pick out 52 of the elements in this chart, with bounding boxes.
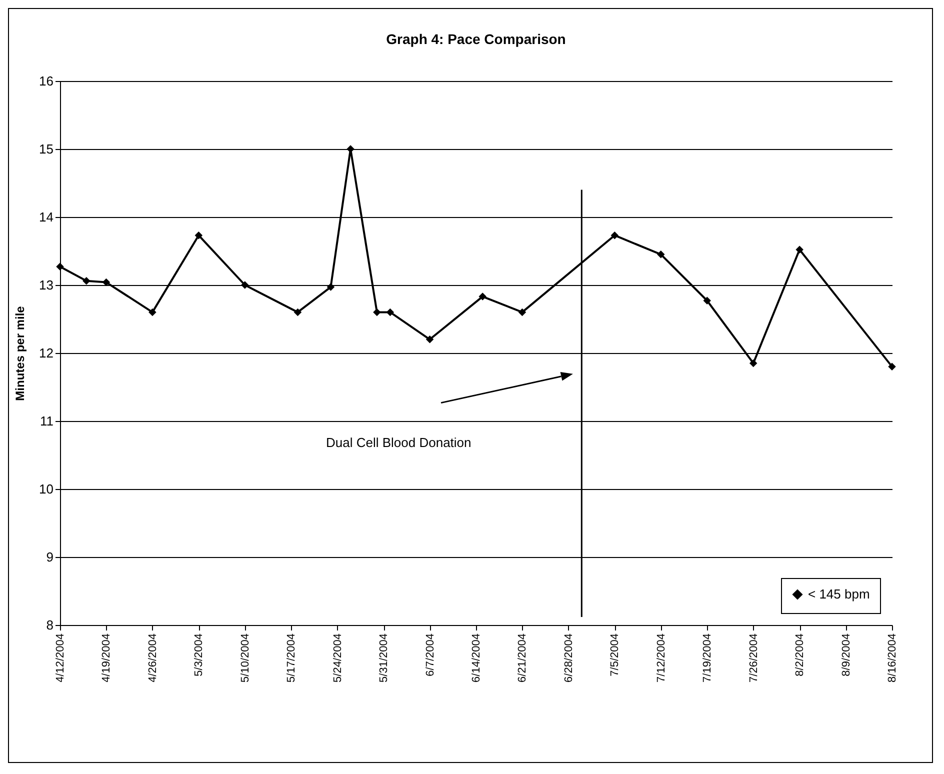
x-tick-label: 7/12/2004 — [655, 634, 668, 682]
legend-label: < 145 bpm — [808, 586, 870, 602]
point — [657, 250, 665, 258]
point — [346, 145, 354, 153]
x-tick-label: 4/26/2004 — [146, 634, 159, 682]
point — [56, 262, 64, 271]
point — [796, 246, 804, 254]
y-tick-label: 9 — [46, 550, 54, 564]
y-tick-label: 13 — [39, 278, 54, 292]
y-tick-label: 14 — [39, 210, 54, 224]
x-tick-label: 5/24/2004 — [332, 634, 344, 682]
point — [373, 308, 381, 316]
point — [82, 277, 90, 285]
x-tick-label: 7/26/2004 — [748, 634, 760, 682]
x-tick-label: 8/9/2004 — [840, 634, 852, 676]
point — [426, 336, 434, 344]
x-tick-label: 8/16/2004 — [886, 634, 898, 682]
y-tick-label: 16 — [39, 74, 54, 88]
x-tick-label: 6/21/2004 — [516, 634, 529, 682]
x-tick-label: 8/2/2004 — [794, 634, 806, 676]
point — [518, 308, 526, 316]
x-tick-label: 5/3/2004 — [193, 634, 206, 676]
y-tick-label: 8 — [46, 618, 54, 632]
y-tick-label: 10 — [39, 482, 54, 496]
point — [610, 231, 619, 240]
point — [478, 292, 486, 300]
annotation: Dual Cell Blood Donation — [326, 434, 472, 450]
point — [148, 308, 156, 316]
point — [749, 359, 758, 368]
x-tick-label: 6/28/2004 — [562, 634, 575, 682]
point — [888, 362, 896, 370]
point — [294, 308, 302, 316]
x-tick-label: 5/31/2004 — [378, 634, 390, 682]
y-tick-label: 15 — [39, 142, 54, 156]
x-tick-label: 5/10/2004 — [239, 634, 252, 682]
x-tick-label: 6/7/2004 — [424, 634, 436, 676]
y-tick-label: 11 — [40, 414, 54, 428]
point — [703, 296, 711, 305]
point — [194, 231, 203, 240]
x-tick-label: 5/17/2004 — [286, 634, 298, 682]
x-tick-label: 4/12/2004 — [54, 634, 66, 682]
point — [102, 278, 110, 286]
x-tick-label: 4/19/2004 — [100, 634, 113, 682]
x-tick-label: 6/14/2004 — [470, 634, 482, 682]
x-tick-label: 7/19/2004 — [702, 634, 714, 682]
x-tick-label: 7/5/2004 — [609, 634, 622, 676]
y-tick-label: 12 — [39, 346, 54, 360]
y-axis-title: Minutes per mile — [13, 306, 28, 401]
point — [241, 281, 249, 289]
point — [326, 283, 335, 291]
point — [386, 308, 394, 316]
chart-title: Graph 4: Pace Comparison — [386, 31, 566, 47]
